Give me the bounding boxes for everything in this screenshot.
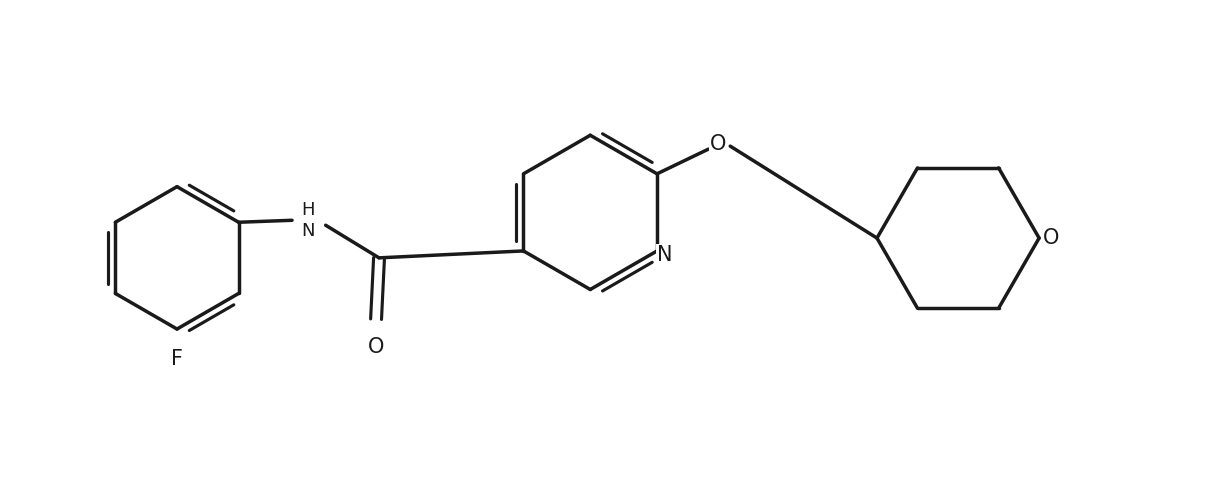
Text: O: O <box>1043 228 1059 248</box>
Text: N: N <box>657 245 673 265</box>
Text: O: O <box>368 337 384 357</box>
Text: O: O <box>710 134 727 154</box>
Text: H
N: H N <box>302 201 315 240</box>
Text: F: F <box>170 349 183 368</box>
